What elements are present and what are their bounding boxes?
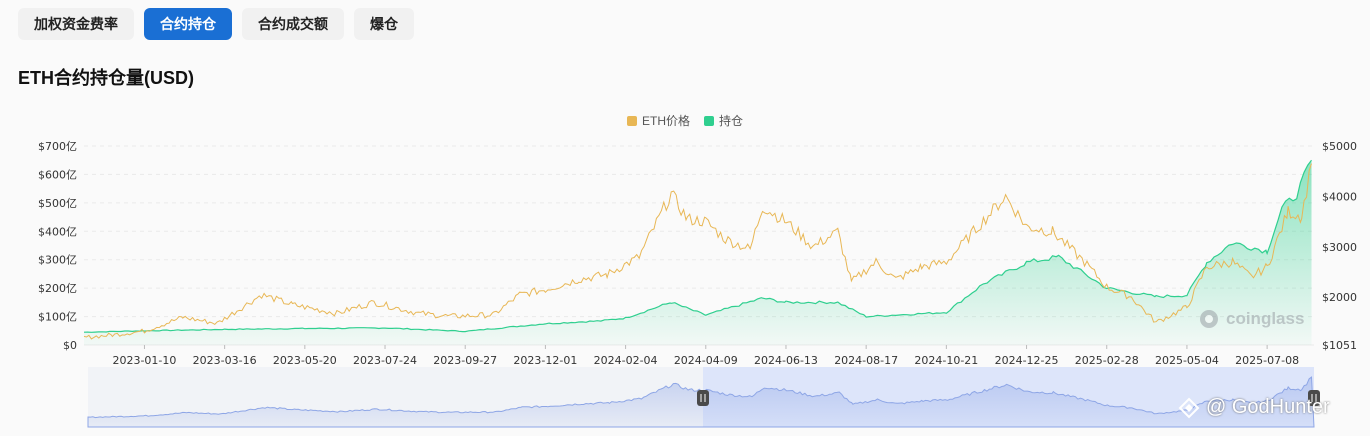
tab-funding-rate[interactable]: 加权资金费率 xyxy=(18,8,134,40)
y-right-tick-label: $5000 xyxy=(1322,140,1357,153)
y-left-tick-label: $0 xyxy=(63,339,77,352)
open-interest-area xyxy=(84,160,1312,345)
x-tick-label: 2024-06-13 xyxy=(754,354,818,367)
x-tick-label: 2023-05-20 xyxy=(273,354,337,367)
y-left-tick-label: $100亿 xyxy=(38,311,77,324)
handle-grip xyxy=(697,390,709,406)
x-tick-label: 2025-02-28 xyxy=(1075,354,1139,367)
tab-liquidation[interactable]: 爆仓 xyxy=(354,8,414,40)
x-tick-label: 2024-04-09 xyxy=(674,354,738,367)
legend-swatch-oi xyxy=(704,115,714,126)
x-tick-label: 2025-07-08 xyxy=(1235,354,1299,367)
overlay-watermark-text: @ GodHunter xyxy=(1206,396,1330,418)
y-left-tick-label: $300亿 xyxy=(38,254,77,267)
legend-item-oi[interactable]: 持仓 xyxy=(704,112,743,129)
eth-price-line xyxy=(83,163,1312,340)
x-tick-label: 2025-05-04 xyxy=(1155,354,1219,367)
y-left-tick-label: $700亿 xyxy=(38,140,77,153)
coinglass-logo-icon xyxy=(1200,310,1218,328)
tab-bar: 加权资金费率 合约持仓 合约成交额 爆仓 xyxy=(18,8,414,40)
x-tick-label: 2023-07-24 xyxy=(353,354,417,367)
legend-swatch-price xyxy=(626,115,637,126)
y-right-tick-label: $4000 xyxy=(1322,190,1357,203)
legend-label-oi: 持仓 xyxy=(719,114,744,128)
handle-grip xyxy=(1308,390,1320,406)
y-left-tick-label: $400亿 xyxy=(38,225,77,238)
open-interest-line xyxy=(83,159,1312,333)
diamond-logo-icon xyxy=(1178,397,1200,418)
navigator-left-handle[interactable] xyxy=(697,390,709,406)
y-right-tick-label: $1051 xyxy=(1322,339,1357,352)
x-tick-label: 2024-02-04 xyxy=(594,354,658,367)
y-left-tick-label: $600亿 xyxy=(38,168,77,181)
x-tick-label: 2023-09-27 xyxy=(433,354,497,367)
x-tick-label: 2024-08-17 xyxy=(834,354,898,367)
tab-volume[interactable]: 合约成交额 xyxy=(242,8,344,40)
y-left-tick-label: $200亿 xyxy=(38,282,77,295)
x-tick-label: 2023-12-01 xyxy=(513,354,577,367)
y-left-tick-label: $500亿 xyxy=(38,197,77,210)
tab-open-interest[interactable]: 合约持仓 xyxy=(144,8,232,40)
coinglass-watermark-text: coinglass xyxy=(1226,309,1305,328)
y-right-tick-label: $3000 xyxy=(1322,241,1357,254)
page-title: ETH合约持仓量(USD) xyxy=(18,68,194,88)
chart-legend: ETH价格 持仓 xyxy=(0,112,1370,129)
legend-label-price: ETH价格 xyxy=(641,114,690,128)
y-right-tick-label: $2000 xyxy=(1322,291,1357,304)
navigator-right-handle[interactable] xyxy=(1308,390,1320,406)
x-tick-label: 2023-03-16 xyxy=(193,354,257,367)
x-tick-label: 2023-01-10 xyxy=(112,354,176,367)
x-tick-label: 2024-12-25 xyxy=(995,354,1059,367)
overlay-watermark: @ GodHunter xyxy=(1178,396,1330,419)
x-tick-label: 2024-10-21 xyxy=(914,354,978,367)
legend-item-price[interactable]: ETH价格 xyxy=(626,112,690,129)
coinglass-watermark: coinglass xyxy=(1198,308,1304,330)
